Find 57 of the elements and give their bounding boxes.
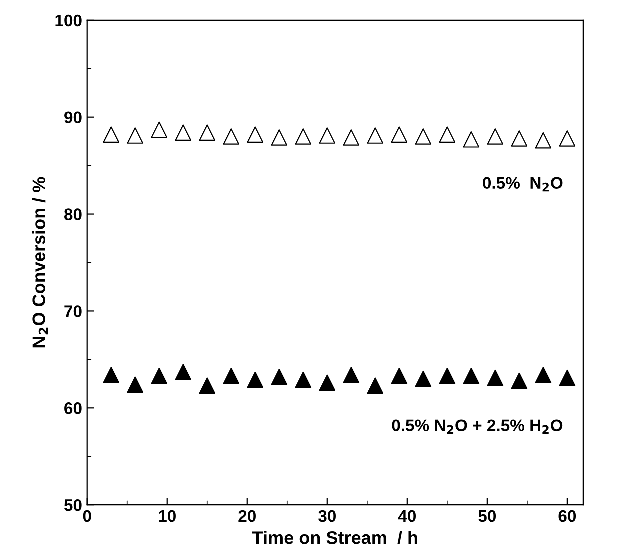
point bbox=[271, 368, 288, 386]
point bbox=[559, 370, 576, 386]
point bbox=[127, 376, 144, 394]
point bbox=[175, 364, 192, 380]
point bbox=[103, 367, 120, 384]
x-tick-label: 20 bbox=[238, 510, 256, 522]
point bbox=[295, 128, 312, 145]
point bbox=[391, 368, 408, 384]
point bbox=[127, 128, 144, 144]
point bbox=[463, 368, 480, 384]
x-tick-label: 10 bbox=[159, 510, 176, 522]
point bbox=[367, 378, 384, 394]
y-tick-label: 70 bbox=[64, 306, 82, 318]
series-label: 0.5% N$_{2}$O bbox=[483, 177, 563, 192]
x-tick-label: 30 bbox=[318, 510, 336, 522]
point bbox=[439, 126, 456, 143]
point bbox=[511, 130, 528, 147]
point bbox=[319, 374, 336, 392]
point bbox=[367, 128, 384, 144]
point bbox=[535, 132, 552, 149]
y-tick-label: 90 bbox=[64, 112, 82, 124]
point bbox=[319, 128, 336, 144]
x-tick-label: 60 bbox=[558, 510, 576, 522]
y-axis-title: N$_{2}$O Conversion / % bbox=[32, 177, 48, 348]
point bbox=[247, 126, 264, 143]
point bbox=[271, 130, 288, 146]
point bbox=[175, 124, 192, 142]
point bbox=[535, 367, 552, 384]
y-tick-label: 100 bbox=[56, 14, 82, 27]
y-tick-label: 80 bbox=[64, 208, 82, 220]
x-tick-label: 40 bbox=[398, 510, 416, 522]
point bbox=[343, 367, 360, 384]
point bbox=[295, 372, 312, 388]
y-tick-label: 50 bbox=[64, 499, 82, 512]
point bbox=[511, 372, 528, 390]
point bbox=[247, 372, 264, 388]
point bbox=[103, 126, 120, 143]
point bbox=[223, 368, 240, 384]
point bbox=[439, 368, 456, 384]
x-tick-label: 0 bbox=[83, 510, 92, 522]
point bbox=[199, 378, 216, 394]
point bbox=[391, 126, 408, 143]
point bbox=[151, 368, 168, 384]
point bbox=[415, 370, 432, 388]
series-label: 0.5% N$_{2}$O + 2.5% H$_{2}$O bbox=[392, 420, 563, 434]
point bbox=[151, 122, 168, 138]
point bbox=[415, 128, 432, 145]
y-tick-label: 60 bbox=[64, 402, 82, 414]
point bbox=[199, 124, 216, 142]
point bbox=[343, 130, 360, 146]
point bbox=[559, 130, 576, 147]
point bbox=[463, 131, 480, 148]
x-axis-title: Time on Stream / h bbox=[252, 531, 418, 544]
point bbox=[487, 370, 504, 386]
point bbox=[223, 128, 240, 145]
x-tick-label: 50 bbox=[478, 510, 496, 522]
point bbox=[487, 128, 504, 145]
